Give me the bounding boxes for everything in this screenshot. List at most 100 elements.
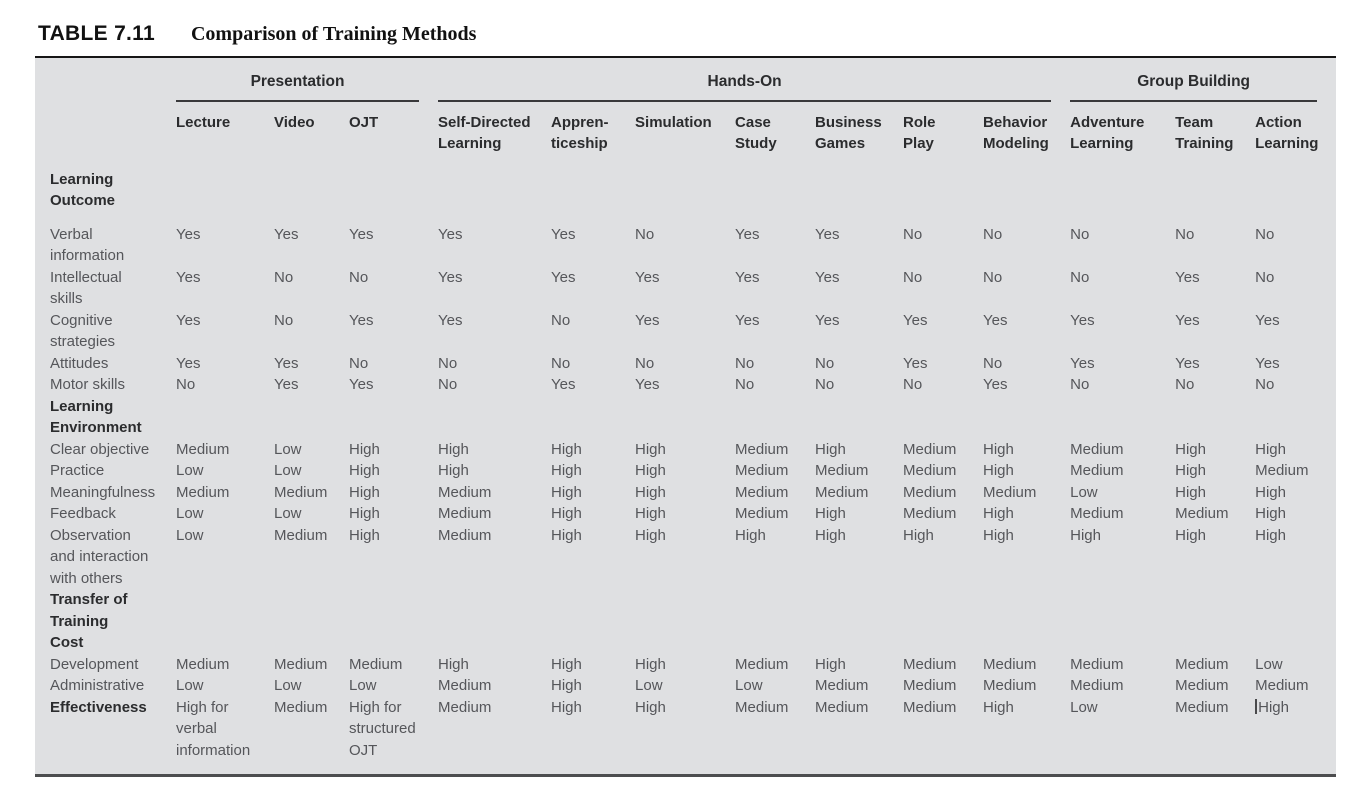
table-cell: Low <box>176 677 204 694</box>
table-cell: Medium <box>815 677 869 694</box>
table-cell: No <box>1255 225 1275 243</box>
table-cell: Low <box>635 677 663 694</box>
table-cell: Medium <box>1175 698 1229 716</box>
table-cell: Medium <box>274 526 328 544</box>
column-group-hands-on: Hands-On <box>438 58 1070 102</box>
table-cell: High <box>635 440 666 458</box>
table-cell: Yes <box>983 376 1008 393</box>
table-cell: No <box>983 354 1003 372</box>
table-cell: High <box>551 698 582 716</box>
row-label: Development <box>50 655 139 673</box>
column-header-lecture: Lecture <box>176 113 231 131</box>
table-row: Observation and interaction with others L… <box>35 525 1336 590</box>
table-cell: Medium <box>983 677 1037 694</box>
table-cell: High <box>1175 462 1206 479</box>
column-header-business-games: Business Games <box>815 113 882 153</box>
table-cell: High <box>551 655 582 673</box>
table-cell: No <box>1070 268 1090 286</box>
table-cell: High <box>1255 697 1336 762</box>
table-cell: No <box>1175 376 1195 393</box>
table-cell: Yes <box>735 268 760 286</box>
column-group-presentation: Presentation <box>176 58 438 102</box>
table-cell: Medium <box>1255 462 1309 479</box>
table-number: TABLE 7.11 <box>38 22 155 45</box>
table-row: Development Medium Medium Medium High High Hig… <box>35 654 1336 676</box>
table-cell: Yes <box>438 268 463 286</box>
table-cell: Yes <box>1175 354 1200 372</box>
table-cell: No <box>1175 225 1195 243</box>
table-cell: Yes <box>551 376 576 393</box>
table-cell: High <box>815 526 846 544</box>
table-cell: Medium <box>735 483 789 501</box>
row-label: Verbal information <box>50 225 125 265</box>
table-cell: Yes <box>349 376 374 393</box>
table-cell: No <box>1255 268 1275 286</box>
table-cell: No <box>274 268 294 286</box>
table-cell: High <box>903 526 934 544</box>
table-cell: High <box>1255 505 1286 522</box>
table-cell: No <box>635 354 655 372</box>
table-cell: High <box>635 526 666 544</box>
table-row: Clear objective Medium Low High High High High… <box>35 439 1336 461</box>
table-cell: No <box>735 376 755 393</box>
table-cell: Medium <box>176 655 230 673</box>
table-cell: High <box>551 526 582 544</box>
table-cell: Medium <box>274 655 328 673</box>
table-cell: Yes <box>274 225 299 243</box>
table-cell: Yes <box>903 311 928 329</box>
table-cell: High <box>1255 526 1286 544</box>
table-cell: High <box>1175 483 1206 501</box>
table-cell: Medium <box>903 677 957 694</box>
table-cell: High <box>635 462 666 479</box>
column-header-action-learning: Action Learning <box>1255 113 1319 153</box>
table-cell: High <box>438 462 469 479</box>
table-cell: High <box>983 462 1014 479</box>
table-cell: High <box>635 698 666 716</box>
table-row: Motor skills No Yes Yes No Yes Yes No No No Yes No N… <box>35 374 1336 396</box>
table-cell: Medium <box>735 440 789 458</box>
table-cell: High <box>551 483 582 501</box>
table-cell: Medium <box>815 483 869 501</box>
table-cell: No <box>903 376 923 393</box>
table-cell: Yes <box>735 225 760 243</box>
table-cell: Medium <box>903 483 957 501</box>
section-header-label: Learning Environment <box>50 397 142 437</box>
table-cell: High for structured OJT <box>349 698 416 759</box>
row-label: Motor skills <box>50 376 126 393</box>
table-cell: Medium <box>983 483 1037 501</box>
table-cell: Low <box>274 462 302 479</box>
column-group-label: Group Building <box>1070 71 1318 102</box>
table-cell: Low <box>1070 483 1098 501</box>
table-cell: Medium <box>903 440 957 458</box>
table-cell: Yes <box>735 311 760 329</box>
table-cell: Yes <box>983 311 1008 329</box>
table-cell: Medium <box>735 505 789 522</box>
row-label: Meaningfulness <box>50 483 156 501</box>
table-cell: Medium <box>1070 440 1124 458</box>
table-row: Feedback Low Low High Medium High High Medium Hi… <box>35 503 1336 525</box>
column-header-video: Video <box>274 113 315 131</box>
table-cell: Medium <box>815 698 869 716</box>
table-cell: High <box>735 526 766 544</box>
table-cell: No <box>1070 225 1090 243</box>
comparison-table: Presentation Hands-On Group Building Lectur… <box>35 58 1336 777</box>
column-header-row: Lecture Video OJT Self-Directed Learning App… <box>35 102 1336 169</box>
table-cell: Medium <box>903 462 957 479</box>
table-row: Administrative Low Low Low Medium High Low Low M… <box>35 675 1336 697</box>
column-header-self-directed-learning: Self-Directed Learning <box>438 113 531 153</box>
column-header-simulation: Simulation <box>635 113 712 131</box>
table-cell: No <box>551 311 571 329</box>
table-cell: High <box>551 440 582 458</box>
table-cell: No <box>903 268 923 286</box>
table-cell: Low <box>349 677 377 694</box>
row-label-header <box>35 102 176 169</box>
table-cell: Low <box>176 505 204 522</box>
table-cell: No <box>349 268 369 286</box>
table-cell: No <box>983 225 1003 243</box>
table-cell: Low <box>274 677 302 694</box>
table-cell: Yes <box>1255 354 1280 372</box>
table-cell: Medium <box>274 483 328 501</box>
table-cell: No <box>438 354 458 372</box>
column-group-row: Presentation Hands-On Group Building <box>35 58 1336 102</box>
